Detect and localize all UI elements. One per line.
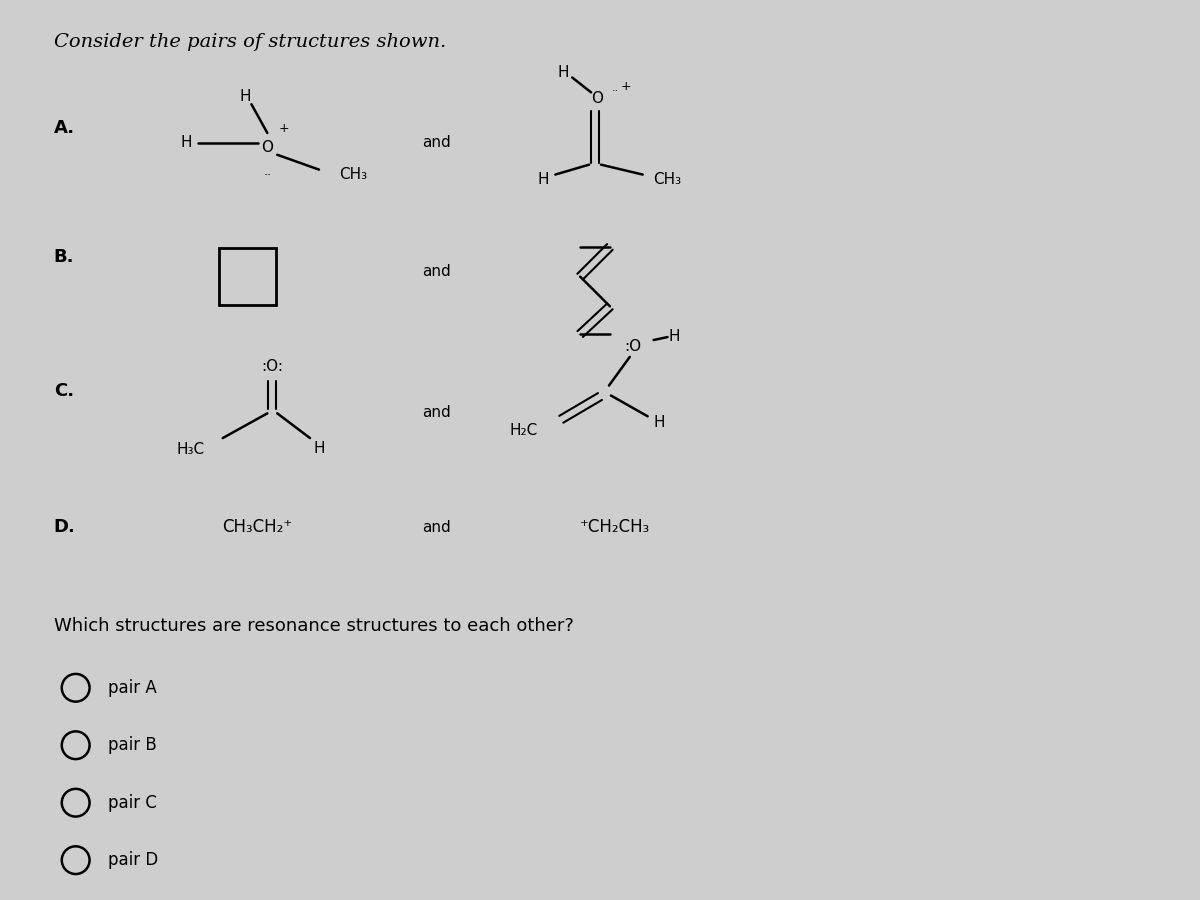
Text: pair C: pair C bbox=[108, 794, 157, 812]
Text: H: H bbox=[654, 415, 665, 430]
Text: H₃C: H₃C bbox=[176, 443, 205, 457]
Text: C.: C. bbox=[54, 382, 74, 400]
Text: CH₃CH₂⁺: CH₃CH₂⁺ bbox=[222, 518, 293, 536]
Bar bbox=[218, 248, 276, 305]
Text: CH₃: CH₃ bbox=[653, 172, 680, 187]
Text: CH₃: CH₃ bbox=[338, 167, 367, 182]
Text: H: H bbox=[668, 328, 680, 344]
Text: and: and bbox=[421, 405, 450, 420]
Text: H: H bbox=[240, 89, 251, 104]
Text: :O: :O bbox=[624, 339, 641, 355]
Text: D.: D. bbox=[54, 518, 76, 536]
Text: H: H bbox=[538, 172, 550, 187]
Text: H: H bbox=[558, 65, 569, 80]
Text: +: + bbox=[620, 80, 631, 93]
Text: B.: B. bbox=[54, 248, 74, 266]
Text: and: and bbox=[421, 520, 450, 535]
Text: O: O bbox=[592, 91, 604, 106]
Text: pair A: pair A bbox=[108, 679, 157, 697]
Text: H₂C: H₂C bbox=[509, 423, 538, 437]
Text: H: H bbox=[313, 440, 325, 455]
Text: and: and bbox=[421, 265, 450, 279]
Text: +: + bbox=[278, 122, 289, 136]
Text: O: O bbox=[262, 140, 274, 156]
Text: ..: .. bbox=[263, 165, 271, 178]
Text: Which structures are resonance structures to each other?: Which structures are resonance structure… bbox=[54, 617, 574, 635]
Text: H: H bbox=[180, 135, 192, 150]
Text: pair D: pair D bbox=[108, 851, 158, 869]
Text: ..: .. bbox=[611, 84, 618, 94]
Text: pair B: pair B bbox=[108, 736, 157, 754]
Text: Consider the pairs of structures shown.: Consider the pairs of structures shown. bbox=[54, 32, 446, 50]
Text: :O:: :O: bbox=[262, 359, 283, 374]
Text: ⁺CH₂CH₃: ⁺CH₂CH₃ bbox=[580, 518, 650, 536]
Text: and: and bbox=[421, 135, 450, 150]
Text: A.: A. bbox=[54, 119, 74, 137]
